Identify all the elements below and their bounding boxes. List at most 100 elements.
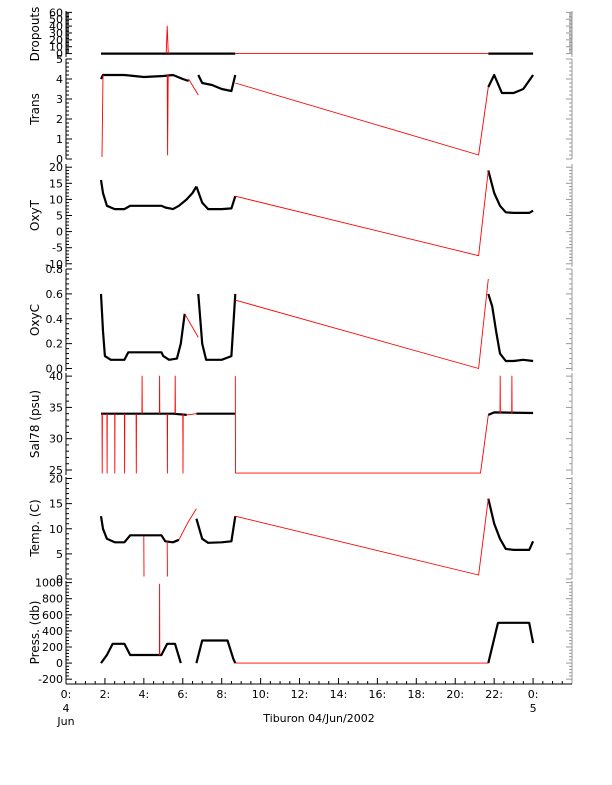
series-group bbox=[99, 170, 534, 257]
y-tick-label: 35 bbox=[49, 401, 63, 414]
data-line bbox=[487, 73, 535, 95]
y-tick-label: 40 bbox=[49, 20, 63, 33]
y-tick-label: 20 bbox=[49, 34, 63, 47]
series-group bbox=[101, 25, 534, 55]
data-line bbox=[100, 642, 182, 664]
y-tick-label: 0 bbox=[56, 573, 63, 586]
connector-line bbox=[184, 313, 199, 338]
y-tick-label: 30 bbox=[49, 27, 63, 40]
data-line bbox=[487, 498, 535, 552]
connector-line bbox=[235, 278, 489, 369]
y-tick-label: 0 bbox=[56, 48, 63, 61]
y-axis-label: Dropouts bbox=[28, 7, 42, 62]
x-tick-label: 4: bbox=[138, 688, 149, 701]
series-group bbox=[100, 583, 535, 664]
data-line bbox=[99, 516, 180, 544]
panel-4: 0.0 0.2 0.4 0.6 0.8 OxyC bbox=[28, 263, 573, 376]
panel-6: 0 5 10 15 20 Temp. (C) bbox=[28, 473, 573, 586]
y-tick-label: 600 bbox=[42, 609, 63, 622]
y-tick-label: 4 bbox=[56, 73, 63, 86]
series-group bbox=[100, 73, 535, 158]
x-tick-label: 10: bbox=[252, 688, 270, 701]
y-tick-label: 50 bbox=[49, 13, 63, 26]
y-axis-label: Sal78 (psu) bbox=[28, 390, 42, 458]
x-tick-label: 14: bbox=[330, 688, 348, 701]
connector-line bbox=[178, 508, 197, 541]
x-tick-sublabel: 5 bbox=[530, 702, 537, 715]
y-tick-label: 800 bbox=[42, 593, 63, 606]
y-tick-label: 20 bbox=[49, 473, 63, 486]
panel-3: -10 -5 0 5 10 15 20 OxyT bbox=[28, 161, 573, 271]
data-line bbox=[195, 639, 237, 664]
y-tick-label: 5 bbox=[56, 210, 63, 223]
connector-line bbox=[186, 413, 197, 416]
data-line bbox=[195, 186, 237, 211]
x-tick-label: 20: bbox=[446, 688, 464, 701]
y-axis-label: Temp. (C) bbox=[28, 499, 42, 557]
panel-2: 0 1 2 3 4 5 Trans bbox=[28, 53, 573, 166]
x-tick-label: 22: bbox=[485, 688, 503, 701]
x-tick-label: 8: bbox=[216, 688, 227, 701]
y-tick-label: -10 bbox=[45, 258, 63, 271]
x-tick-label: 0: bbox=[528, 688, 539, 701]
x-tick-label: 0: bbox=[61, 688, 72, 701]
y-tick-label: 20 bbox=[49, 161, 63, 174]
y-tick-label: 15 bbox=[49, 177, 63, 190]
x-tick-label: 16: bbox=[369, 688, 387, 701]
connector-line bbox=[101, 74, 104, 158]
y-tick-label: 10 bbox=[49, 41, 63, 54]
data-line bbox=[487, 170, 534, 214]
y-axis-label: OxyT bbox=[28, 199, 42, 231]
y-tick-label: 0.0 bbox=[46, 363, 64, 376]
panels: 0102030405060Dropouts012345Trans-10-5051… bbox=[28, 6, 573, 686]
connector-line bbox=[166, 74, 169, 156]
data-line bbox=[197, 74, 237, 93]
data-line bbox=[99, 293, 186, 361]
data-line bbox=[195, 516, 237, 544]
y-tick-label: 3 bbox=[56, 93, 63, 106]
y-tick-label: 0.6 bbox=[46, 288, 64, 301]
data-line bbox=[101, 412, 187, 416]
y-tick-label: 0 bbox=[56, 226, 63, 239]
data-line bbox=[487, 621, 535, 664]
data-line bbox=[99, 179, 198, 211]
data-line bbox=[197, 293, 237, 361]
y-tick-label: 1000 bbox=[35, 577, 63, 590]
connector-line bbox=[165, 25, 170, 54]
y-axis-label: OxyC bbox=[28, 304, 42, 336]
y-tick-label: 25 bbox=[49, 464, 63, 477]
y-tick-label: 0.4 bbox=[46, 313, 64, 326]
y-axis-label: Press. (db) bbox=[28, 601, 42, 665]
y-tick-label: 0.8 bbox=[46, 263, 64, 276]
y-tick-label: 10 bbox=[49, 193, 63, 206]
y-tick-label: 2 bbox=[56, 113, 63, 126]
panel-5: 25 30 35 40 Sal78 (psu) bbox=[28, 370, 573, 477]
connector-line bbox=[235, 414, 489, 474]
y-tick-label: 0 bbox=[56, 657, 63, 670]
y-tick-label: 30 bbox=[49, 433, 63, 446]
panel-7: -200 0 200 400 600 800 1000 Press. (db) bbox=[28, 577, 573, 686]
y-tick-label: 10 bbox=[49, 523, 63, 536]
x-tick-label: 6: bbox=[177, 688, 188, 701]
x-tick-sublabel: Jun bbox=[56, 715, 74, 728]
y-tick-label: 400 bbox=[42, 625, 63, 638]
connector-line bbox=[188, 78, 199, 96]
y-tick-label: 15 bbox=[49, 498, 63, 511]
connector-line bbox=[235, 498, 489, 576]
data-line bbox=[487, 293, 534, 363]
y-tick-label: 5 bbox=[56, 53, 63, 66]
y-tick-label: 0.2 bbox=[46, 338, 64, 351]
y-tick-label: 1 bbox=[56, 133, 63, 146]
connector-line bbox=[235, 170, 489, 257]
series-group bbox=[99, 278, 534, 369]
y-tick-label: 5 bbox=[56, 548, 63, 561]
series-group bbox=[99, 498, 535, 577]
x-tick-label: 18: bbox=[407, 688, 425, 701]
connector-line bbox=[235, 82, 489, 156]
x-tick-sublabel: 4 bbox=[63, 702, 70, 715]
series-group bbox=[101, 375, 534, 474]
data-line bbox=[100, 73, 189, 83]
